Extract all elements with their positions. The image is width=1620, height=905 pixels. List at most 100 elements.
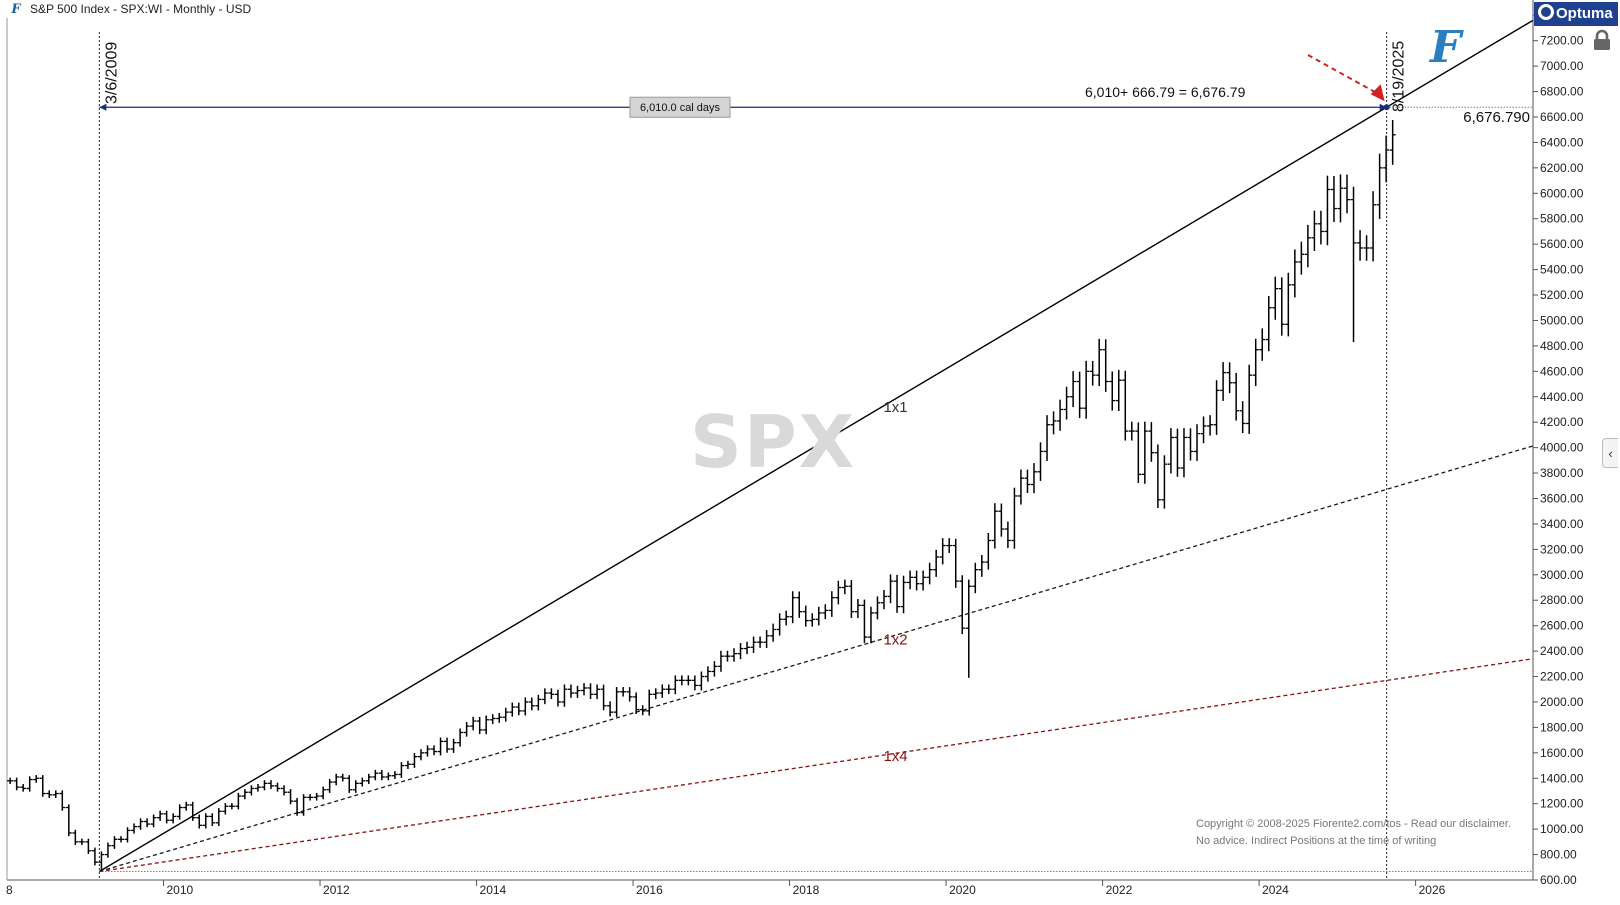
ohlc-bar	[561, 684, 568, 707]
optuma-logo-icon	[1538, 4, 1554, 20]
ohlc-bar	[926, 562, 933, 585]
ohlc-bar	[1220, 362, 1227, 401]
y-tick-label: 3600.00	[1540, 491, 1584, 505]
ohlc-bar	[26, 776, 33, 792]
ohlc-bar	[1330, 176, 1337, 223]
ohlc-bar	[52, 790, 59, 798]
equation-label: 6,010+ 666.79 = 6,676.79	[1085, 84, 1246, 100]
ohlc-bar	[294, 797, 301, 816]
ohlc-bar	[1304, 224, 1311, 268]
y-tick-label: 1400.00	[1540, 771, 1584, 785]
ohlc-bar	[404, 760, 411, 770]
ohlc-bar	[515, 702, 522, 716]
ohlc-bar	[763, 630, 770, 648]
ohlc-bar	[1180, 428, 1187, 478]
ohlc-bar	[659, 684, 666, 698]
ohlc-bar	[1083, 360, 1090, 419]
ohlc-bar	[1324, 175, 1331, 246]
ohlc-bar	[196, 814, 203, 829]
ohlc-bar	[880, 589, 887, 610]
ohlc-bar	[959, 575, 966, 635]
ohlc-bar	[502, 707, 509, 722]
y-tick-label: 3800.00	[1540, 466, 1584, 480]
ohlc-bar	[352, 780, 359, 793]
ohlc-bar	[1317, 210, 1324, 245]
y-tick-label: 5200.00	[1540, 288, 1584, 302]
ohlc-bar	[241, 789, 248, 800]
ohlc-bar	[965, 579, 972, 678]
ohlc-bar	[111, 836, 118, 849]
ohlc-bar	[450, 738, 457, 753]
ohlc-bar	[535, 694, 542, 711]
ohlc-bar	[489, 714, 496, 725]
ohlc-bar	[1115, 369, 1122, 411]
ohlc-bar	[228, 803, 235, 810]
measure-arrow-left	[99, 103, 107, 111]
ohlc-bar	[346, 775, 353, 793]
ohlc-bar	[372, 769, 379, 781]
ohlc-bar	[744, 641, 751, 655]
ohlc-bar	[254, 783, 261, 792]
ohlc-bar	[1102, 339, 1109, 392]
ohlc-bar	[907, 570, 914, 590]
ohlc-bar	[65, 804, 72, 837]
ohlc-bar	[202, 813, 209, 829]
ohlc-bar	[46, 790, 53, 798]
ohlc-bar	[326, 778, 333, 793]
ohlc-bar	[72, 829, 79, 846]
ohlc-bar	[920, 570, 927, 591]
y-tick-label: 600.00	[1540, 873, 1577, 887]
y-tick-label: 4800.00	[1540, 339, 1584, 353]
ohlc-bar	[163, 810, 170, 824]
ohlc-bar	[209, 813, 216, 826]
fiorente-icon: F	[11, 2, 21, 17]
ohlc-bar	[1187, 428, 1194, 461]
ohlc-bar	[848, 580, 855, 618]
chevron-left-icon[interactable]: ‹	[1602, 438, 1618, 468]
ohlc-bar	[887, 574, 894, 604]
fan-line-1x2-label: 1x2	[883, 632, 907, 649]
y-tick-label: 5400.00	[1540, 263, 1584, 277]
pointer-arrow-head	[1370, 84, 1385, 102]
y-tick-label: 2600.00	[1540, 619, 1584, 633]
ohlc-bar	[150, 814, 157, 828]
copyright-text: Copyright © 2008-2025 Fiorente2.com/tos …	[1196, 818, 1512, 847]
ohlc-bar	[1141, 421, 1148, 484]
ohlc-bar	[783, 610, 790, 626]
y-tick-label: 3000.00	[1540, 568, 1584, 582]
ohlc-bar	[1089, 360, 1096, 386]
ohlc-bar	[1050, 411, 1057, 435]
ohlc-bar	[431, 745, 438, 756]
ohlc-bar	[750, 636, 757, 653]
ohlc-bar	[1246, 364, 1253, 434]
ohlc-bar	[1167, 428, 1174, 474]
ohlc-bar	[1278, 277, 1285, 336]
ohlc-bar	[613, 687, 620, 717]
ohlc-bar	[822, 604, 829, 620]
ohlc-bar	[998, 503, 1005, 537]
ohlc-bar	[339, 773, 346, 782]
ohlc-bar	[437, 737, 444, 756]
optuma-brand: Optuma	[1534, 2, 1618, 26]
ohlc-bar	[952, 538, 959, 588]
ohlc-bar	[1226, 362, 1233, 394]
ohlc-bar	[267, 780, 274, 790]
ohlc-bar	[665, 684, 672, 695]
ohlc-bar	[770, 623, 777, 642]
y-tick-label: 4000.00	[1540, 441, 1584, 455]
ohlc-bar	[1259, 328, 1266, 361]
y-tick-label: 6200.00	[1540, 161, 1584, 175]
lock-icon[interactable]	[1590, 28, 1614, 52]
ohlc-bar	[222, 803, 229, 815]
ohlc-bar	[470, 716, 477, 731]
ohlc-bar	[789, 591, 796, 624]
ohlc-bar	[581, 683, 588, 696]
ohlc-bar	[867, 606, 874, 644]
ohlc-bar	[463, 721, 470, 737]
ohlc-bar	[1350, 186, 1357, 343]
y-tick-label: 2400.00	[1540, 644, 1584, 658]
ohlc-bar	[1122, 370, 1129, 441]
ohlc-bar	[189, 801, 196, 821]
